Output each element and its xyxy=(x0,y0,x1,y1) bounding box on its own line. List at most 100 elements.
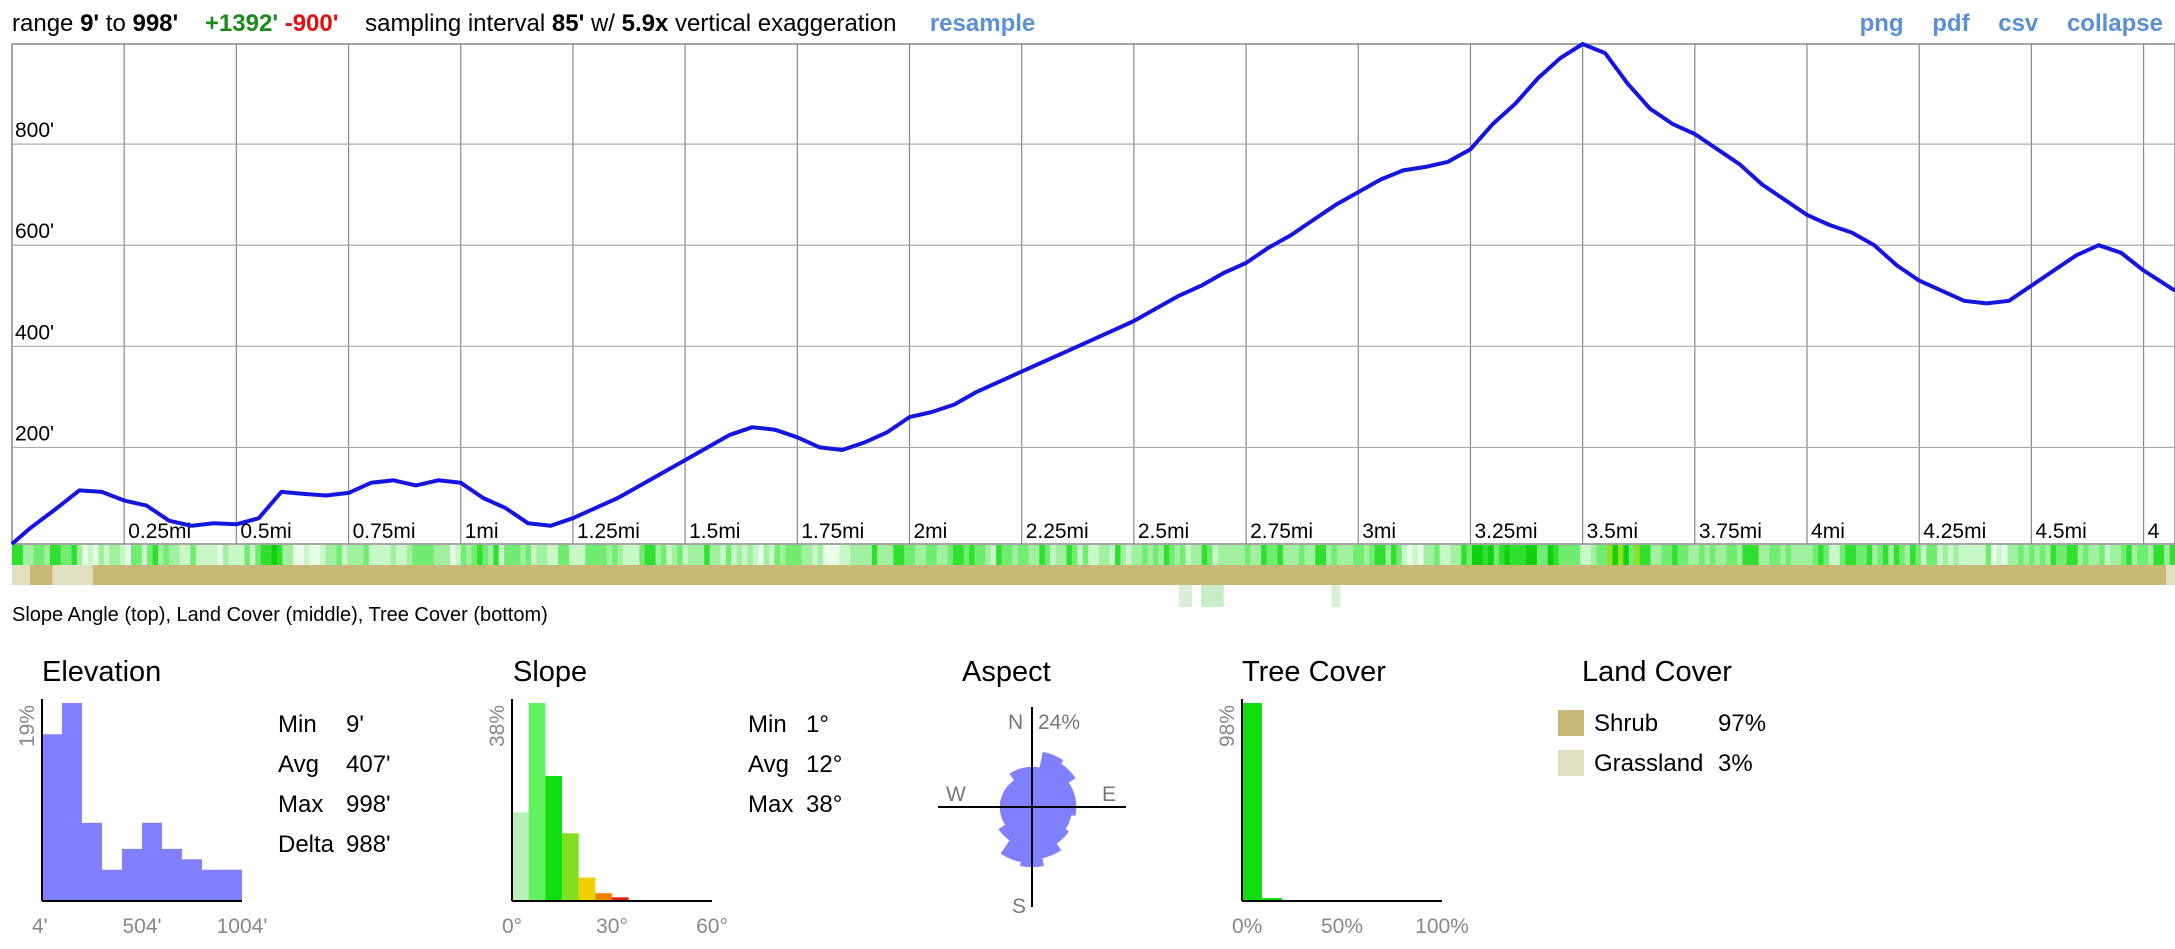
slope-strip-cell xyxy=(963,545,970,565)
slope-strip-cell xyxy=(514,545,521,565)
elevation-stats: Min 9' Avg 407' Max 998' Delta 988' xyxy=(278,705,391,865)
slope-strip-cell xyxy=(1682,545,1689,565)
elevation-hist-bar xyxy=(42,734,62,901)
elev-max-value: 998' xyxy=(346,791,391,818)
slope-strip-cell xyxy=(341,545,348,565)
slope-strip-cell xyxy=(1985,545,1992,565)
slope-strip-cell xyxy=(1136,545,1143,565)
slope-strip-cell xyxy=(525,545,532,565)
slope-strip-cell xyxy=(612,545,619,565)
slope-strip-cell xyxy=(2115,545,2122,565)
elevation-profile-chart[interactable]: 200' 400' 600' 800' 0.25mi 0.5mi 0.75mi 1mi 1.2… xyxy=(0,42,2175,608)
profile-y-axis-labels: 200' 400' 600' 800' xyxy=(15,119,54,445)
slope-strip-cell xyxy=(249,545,256,565)
slope-strip-cell xyxy=(212,545,219,565)
slope-strip-cell xyxy=(1601,545,1608,565)
slope-strip-cell xyxy=(1131,545,1138,565)
slope-strip-cell xyxy=(1445,545,1451,565)
slope-strip-cell xyxy=(947,545,954,565)
slope-strip-cell xyxy=(1596,545,1603,565)
slope-strip-cell xyxy=(255,545,262,565)
pdf-link[interactable]: pdf xyxy=(1932,10,1970,37)
profile-x-axis-labels: 0.25mi 0.5mi 0.75mi 1mi 1.25mi 1.5mi 1.75mi 2mi… xyxy=(128,520,2159,543)
slope-strip-cell xyxy=(1791,545,1798,565)
slope-strip-cell xyxy=(109,545,116,565)
slope-strip-cell xyxy=(1493,545,1500,565)
slope-strip-cell xyxy=(1250,545,1257,565)
slope-strip-cell xyxy=(460,545,467,565)
elev-delta-label: Delta xyxy=(278,831,335,858)
slope-strip-cell xyxy=(482,545,489,565)
slope-strip-cell xyxy=(66,545,73,565)
slope-strip-cell xyxy=(731,545,738,565)
slope-strip-cell xyxy=(1071,545,1078,565)
slope-histogram: 38% 0° 30° 60° xyxy=(486,699,728,938)
csv-link[interactable]: csv xyxy=(1998,10,2039,37)
slope-max-label: Max xyxy=(748,791,794,818)
slope-strip-cell xyxy=(985,545,992,565)
slope-strip-cell xyxy=(742,545,748,565)
slope-strip-cell xyxy=(1861,545,1868,565)
slope-strip-cell xyxy=(233,545,240,565)
slope-strip-cell xyxy=(320,545,327,565)
slope-avg-label: Avg xyxy=(748,751,789,778)
slope-min-value: 1° xyxy=(806,711,829,738)
elev-avg-label: Avg xyxy=(278,751,319,778)
slope-strip-cell xyxy=(596,545,602,565)
slope-strip-cell xyxy=(509,545,516,565)
slope-strip-cell xyxy=(909,545,916,565)
slope-strip-cell xyxy=(487,545,494,565)
slope-hist-bar xyxy=(545,775,562,901)
slope-strip-cell xyxy=(2023,545,2030,565)
slope-strip-cell xyxy=(1515,545,1522,565)
slope-strip-cell xyxy=(1823,545,1830,565)
slope-strip-cell xyxy=(2120,545,2127,565)
slope-strip-cell xyxy=(585,545,592,565)
slope-strip-cell xyxy=(1217,545,1224,565)
slope-hist-bar xyxy=(612,897,629,901)
range-to-label: to xyxy=(105,10,126,37)
slope-strip-cell xyxy=(1509,545,1516,565)
slope-strip-cell xyxy=(2061,545,2068,565)
slope-strip-cell xyxy=(693,545,700,565)
slope-strip-cell xyxy=(2110,545,2117,565)
slope-strip-cell xyxy=(725,545,732,565)
land-strip-grassland xyxy=(2166,565,2175,585)
slope-strip-cell xyxy=(2066,545,2073,565)
resample-link[interactable]: resample xyxy=(929,10,1036,37)
slope-strip-cell xyxy=(1628,545,1635,565)
png-link[interactable]: png xyxy=(1859,10,1904,37)
profile-x-tick-label: 2mi xyxy=(914,520,948,543)
slope-strip-cell xyxy=(1547,545,1554,565)
slope-hist-y-max-label: 38% xyxy=(486,705,509,747)
collapse-link[interactable]: collapse xyxy=(2066,10,2163,37)
slope-strip-cell xyxy=(850,545,857,565)
slope-strip-cell xyxy=(1309,545,1316,565)
slope-strip-cell xyxy=(17,545,24,565)
aspect-sector xyxy=(1009,767,1033,808)
slope-strip-cell xyxy=(650,545,657,565)
slope-strip-cell xyxy=(76,545,83,565)
slope-strip-cell xyxy=(1326,545,1332,565)
profile-x-tick-label: 1mi xyxy=(465,520,499,543)
elev-min-label: Min xyxy=(278,711,317,738)
slope-strip-cell xyxy=(1585,545,1592,565)
slope-strip-cell xyxy=(1147,545,1154,565)
slope-strip-cell xyxy=(1109,545,1116,565)
slope-strip-cell xyxy=(666,545,673,565)
slope-strip-cell xyxy=(168,545,175,565)
slope-strip-cell xyxy=(1726,545,1733,565)
profile-frame xyxy=(11,43,2175,545)
slope-strip-cell xyxy=(633,545,640,565)
slope-strip-cell xyxy=(1261,545,1268,565)
slope-strip-cell xyxy=(260,545,267,565)
slope-strip-cell xyxy=(2126,545,2133,565)
slope-strip-cell xyxy=(569,545,575,565)
slope-strip-cell xyxy=(2012,545,2019,565)
slope-strip-cell xyxy=(1720,545,1727,565)
slope-strip-cell xyxy=(1828,545,1835,565)
slope-strip-cell xyxy=(931,545,938,565)
slope-strip-cell xyxy=(958,545,965,565)
tree-hist-x-tick-label: 100% xyxy=(1415,915,1469,938)
slope-strip-cell xyxy=(990,545,997,565)
